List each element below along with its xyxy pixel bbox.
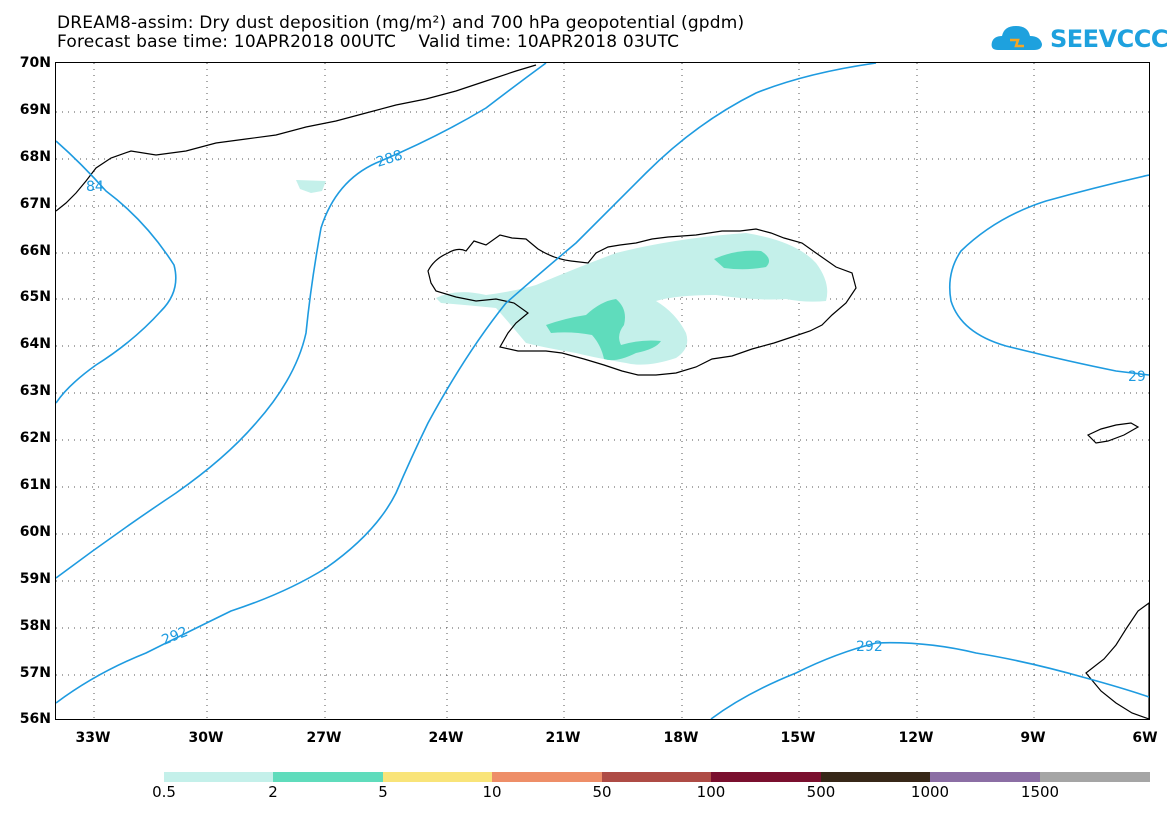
legend-label: 1500 bbox=[1020, 783, 1060, 801]
contour-label: 292 bbox=[856, 639, 883, 655]
lat-label: 69N bbox=[19, 102, 51, 118]
legend-label: 0.5 bbox=[152, 783, 176, 801]
lat-label: 63N bbox=[19, 383, 51, 399]
legend-swatch bbox=[602, 772, 711, 782]
legend-swatch bbox=[1040, 772, 1150, 782]
lat-label: 66N bbox=[19, 243, 51, 259]
lat-label: 59N bbox=[19, 571, 51, 587]
legend-label: 1000 bbox=[910, 783, 950, 801]
map-frame: 84 288 292 292 29 bbox=[55, 62, 1150, 720]
lon-label: 9W bbox=[1020, 730, 1046, 746]
lat-label: 56N bbox=[19, 711, 51, 727]
contour-292-west bbox=[56, 63, 877, 704]
legend-label: 100 bbox=[696, 783, 726, 801]
lat-label: 58N bbox=[19, 618, 51, 634]
lon-label: 27W bbox=[306, 730, 342, 746]
contour-292-south bbox=[710, 641, 1149, 719]
legend-label: 10 bbox=[482, 783, 502, 801]
contour-284-west bbox=[56, 140, 177, 404]
contour-label: 29 bbox=[1128, 369, 1146, 385]
lat-label: 65N bbox=[19, 289, 51, 305]
lat-label: 64N bbox=[19, 336, 51, 352]
greenland-coast bbox=[56, 64, 537, 212]
contour-292-east bbox=[948, 174, 1149, 376]
geopotential-contours bbox=[56, 63, 1149, 719]
legend-label: 5 bbox=[378, 783, 388, 801]
chart-title: DREAM8-assim: Dry dust deposition (mg/m²… bbox=[57, 13, 745, 33]
shading-medium-central bbox=[546, 299, 661, 361]
lon-label: 6W bbox=[1132, 730, 1158, 746]
scotland-coast bbox=[1085, 602, 1149, 719]
lat-label: 61N bbox=[19, 477, 51, 493]
iceland-coast bbox=[427, 228, 857, 376]
legend-swatch bbox=[711, 772, 821, 782]
legend-label: 2 bbox=[268, 783, 278, 801]
shading-medium-east bbox=[714, 250, 770, 270]
legend-swatch bbox=[273, 772, 383, 782]
map-canvas: 84 288 292 292 29 bbox=[56, 63, 1149, 719]
legend-swatch bbox=[821, 772, 930, 782]
legend-label: 50 bbox=[592, 783, 612, 801]
lat-label: 67N bbox=[19, 196, 51, 212]
contour-labels: 84 288 292 292 29 bbox=[86, 147, 1146, 655]
lon-label: 18W bbox=[663, 730, 699, 746]
lon-label: 21W bbox=[545, 730, 581, 746]
contour-288 bbox=[56, 63, 547, 579]
shading-light-patch bbox=[296, 180, 326, 193]
lon-label: 30W bbox=[188, 730, 224, 746]
lat-label: 60N bbox=[19, 524, 51, 540]
legend-label: 500 bbox=[806, 783, 836, 801]
gridlines bbox=[56, 63, 1149, 719]
lon-label: 12W bbox=[898, 730, 934, 746]
lat-label: 68N bbox=[19, 149, 51, 165]
legend-swatch bbox=[383, 772, 492, 782]
coastlines bbox=[56, 64, 1149, 719]
lat-label: 62N bbox=[19, 430, 51, 446]
chart-subtitle: Forecast base time: 10APR2018 00UTC Vali… bbox=[57, 32, 680, 52]
dust-deposition-shading bbox=[296, 180, 828, 365]
logo-text: SEEVCCC bbox=[1050, 25, 1169, 53]
lon-label: 15W bbox=[780, 730, 816, 746]
legend-swatch bbox=[930, 772, 1040, 782]
contour-label: 84 bbox=[86, 179, 104, 195]
contour-label: 288 bbox=[374, 147, 404, 170]
lon-label: 24W bbox=[428, 730, 464, 746]
legend-swatch bbox=[492, 772, 602, 782]
cloud-icon bbox=[991, 26, 1042, 50]
lon-label: 33W bbox=[75, 730, 111, 746]
lat-label: 70N bbox=[19, 55, 51, 71]
faroe-coast bbox=[1086, 422, 1140, 444]
legend-swatch bbox=[164, 772, 273, 782]
lat-label: 57N bbox=[19, 665, 51, 681]
